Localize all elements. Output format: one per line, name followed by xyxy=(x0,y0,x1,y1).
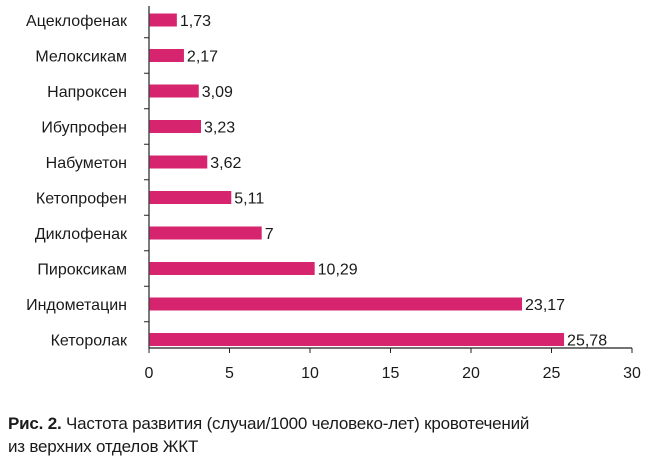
category-label: Кетопрофен xyxy=(36,191,127,208)
x-tick-label: 10 xyxy=(301,365,319,382)
caption-line-2: из верхних отделов ЖКТ xyxy=(8,437,199,456)
bar-6 xyxy=(149,191,232,204)
category-label: Напроксен xyxy=(47,84,127,101)
value-label: 2,17 xyxy=(187,49,218,66)
figure-caption: Рис. 2. Частота развития (случаи/1000 че… xyxy=(8,412,654,458)
bar-5 xyxy=(149,155,208,169)
x-tick-label: 5 xyxy=(225,365,234,382)
bar-4 xyxy=(149,120,202,133)
bar-10 xyxy=(149,333,565,346)
value-label: 1,73 xyxy=(180,13,211,30)
bar-chart: 0 5 10 15 20 25 30 Ацеклофенак 1,73 Мелоксикам 2,1… xyxy=(26,6,641,382)
caption-line-1: Частота развития (случаи/1000 человеко-л… xyxy=(66,414,530,433)
x-tick-label: 15 xyxy=(382,365,400,382)
value-label: 5,11 xyxy=(234,191,264,208)
category-label: Пироксикам xyxy=(37,262,127,279)
category-label: Диклофенак xyxy=(35,226,128,243)
value-label: 7 xyxy=(265,226,274,243)
caption-label: Рис. 2. xyxy=(8,414,62,433)
category-label: Ацеклофенак xyxy=(26,13,128,30)
bar-9 xyxy=(149,297,523,311)
category-label: Мелоксикам xyxy=(35,49,127,66)
value-label: 3,09 xyxy=(202,84,233,101)
x-tick-label: 25 xyxy=(543,365,561,382)
x-tick-label: 20 xyxy=(462,365,480,382)
category-label: Индометацин xyxy=(26,297,127,314)
category-label: Ибупрофен xyxy=(41,120,127,137)
value-label: 25,78 xyxy=(567,333,607,350)
bar-2 xyxy=(149,49,184,62)
x-tick-label: 0 xyxy=(145,365,154,382)
value-label: 10,29 xyxy=(318,262,358,279)
bar-8 xyxy=(149,262,315,275)
value-label: 23,17 xyxy=(525,297,565,314)
x-tick-label: 30 xyxy=(623,365,641,382)
category-label: Набуметон xyxy=(46,155,127,172)
bar-7 xyxy=(149,226,262,240)
bar-3 xyxy=(149,84,199,98)
category-label: Кеторолак xyxy=(51,333,128,350)
bar-1 xyxy=(149,13,177,27)
value-label: 3,23 xyxy=(204,120,235,137)
value-label: 3,62 xyxy=(210,155,241,172)
